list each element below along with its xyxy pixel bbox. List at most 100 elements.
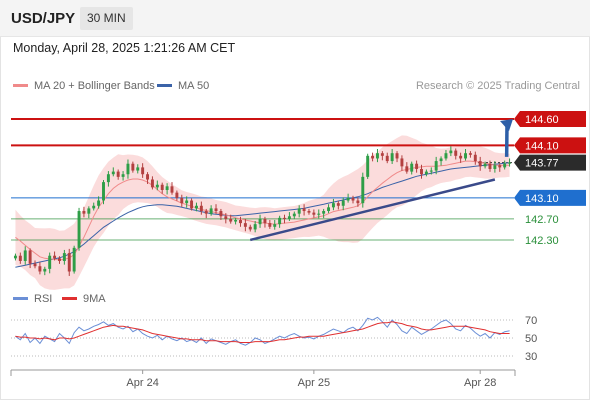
ma50-swatch [157, 83, 172, 87]
rsi-legend-label: RSI [34, 293, 53, 305]
ma20-line [15, 160, 510, 261]
candle-body [155, 184, 159, 188]
trend-line [249, 178, 496, 242]
candle-body [204, 211, 208, 214]
candle-body [131, 163, 135, 171]
candle-body [82, 211, 86, 214]
candle-body [146, 174, 150, 180]
candle-body [346, 197, 350, 201]
candle-body [415, 163, 419, 169]
candle-body [48, 255, 52, 269]
candle-body [160, 184, 164, 190]
candle-body [493, 165, 497, 169]
candle-body [322, 211, 326, 214]
candle-body [229, 218, 233, 222]
candle-body [13, 255, 17, 259]
candle-body [239, 219, 242, 224]
candle-body [302, 208, 306, 212]
rsi-ma-legend-label: 9MA [83, 293, 106, 305]
candle-body [28, 250, 32, 264]
candle-body [23, 250, 27, 261]
legend-ma50: MA 50 [157, 80, 209, 92]
candle-body [234, 219, 238, 222]
candle-body [434, 161, 438, 171]
candle-body [92, 205, 96, 209]
candle-body [77, 211, 81, 248]
candle-body [102, 182, 105, 201]
rsi-ma-line [15, 321, 510, 343]
level-tag-143.10 [514, 189, 586, 206]
candle-body [106, 174, 110, 183]
rsi-tick-30: 30 [525, 351, 537, 363]
candle-body [53, 255, 57, 259]
candle-body [366, 155, 370, 177]
legend-rsi-ma: 9MA [62, 293, 106, 305]
rsi-tick-50: 50 [525, 333, 537, 345]
candle-body [356, 200, 360, 204]
x-axis-label: Apr 24 [126, 377, 158, 389]
candle-body [405, 166, 409, 172]
top-bar: USD/JPY 30 MIN [0, 0, 590, 37]
candle-body [297, 208, 301, 214]
candle-body [327, 207, 331, 212]
level-tag-143.77 [514, 154, 586, 171]
candle-body [371, 155, 375, 159]
candle-body [214, 208, 218, 212]
credit-label: Research © 2025 Trading Central [415, 80, 580, 92]
datetime-label: Monday, April 28, 2025 1:21:26 AM CET [13, 41, 236, 55]
candle-body [341, 200, 345, 206]
candle-body [473, 154, 477, 162]
candle-body [395, 153, 399, 159]
candle-body [464, 153, 467, 159]
candle-body [375, 153, 379, 159]
candle-body [478, 161, 482, 167]
candle-body [87, 208, 91, 214]
candle-body [449, 150, 453, 154]
rsi-tick-70: 70 [525, 315, 537, 327]
candle-body [58, 258, 61, 261]
candle-body [336, 203, 340, 206]
candle-body [248, 226, 252, 230]
candle-body [263, 218, 267, 224]
level-tag-144.60 [514, 111, 586, 128]
candle-body [219, 211, 223, 217]
candle-body [312, 212, 316, 215]
candle-body [287, 216, 291, 219]
candle-body [175, 192, 179, 198]
candle-body [209, 208, 213, 214]
candle-body [33, 263, 37, 267]
level-label-144.60: 144.60 [525, 114, 559, 126]
ma20-legend-label: MA 20 + Bollinger Bands [34, 80, 155, 92]
candle-body [190, 200, 194, 209]
candle-body [243, 223, 247, 227]
level-label-142.30: 142.30 [525, 235, 559, 247]
x-axis-label: Apr 25 [298, 377, 330, 389]
symbol-label: USD/JPY [11, 10, 76, 27]
candle-body [278, 217, 282, 225]
candle-body [170, 186, 174, 193]
candle-body [97, 200, 101, 206]
candle-body [429, 170, 433, 172]
candle-body [116, 171, 120, 177]
candle-body [224, 216, 228, 219]
candle-body [111, 171, 115, 175]
rsi-line [15, 316, 510, 346]
candle-body [351, 197, 355, 201]
candle-body [508, 162, 512, 164]
interval-badge[interactable]: 30 MIN [80, 7, 133, 30]
candle-body [468, 153, 472, 155]
candle-body [459, 155, 463, 159]
candle-body [498, 165, 502, 168]
rsi-swatch [13, 296, 28, 300]
level-label-143.10: 143.10 [525, 193, 559, 205]
candle-body [150, 179, 154, 188]
target-arrow-head [500, 119, 513, 132]
candle-body [420, 168, 423, 175]
candle-body [121, 174, 125, 177]
candle-body [292, 213, 296, 217]
candle-body [400, 158, 404, 167]
candle-body [38, 266, 42, 272]
candle-body [126, 163, 130, 175]
candle-body [253, 224, 257, 230]
